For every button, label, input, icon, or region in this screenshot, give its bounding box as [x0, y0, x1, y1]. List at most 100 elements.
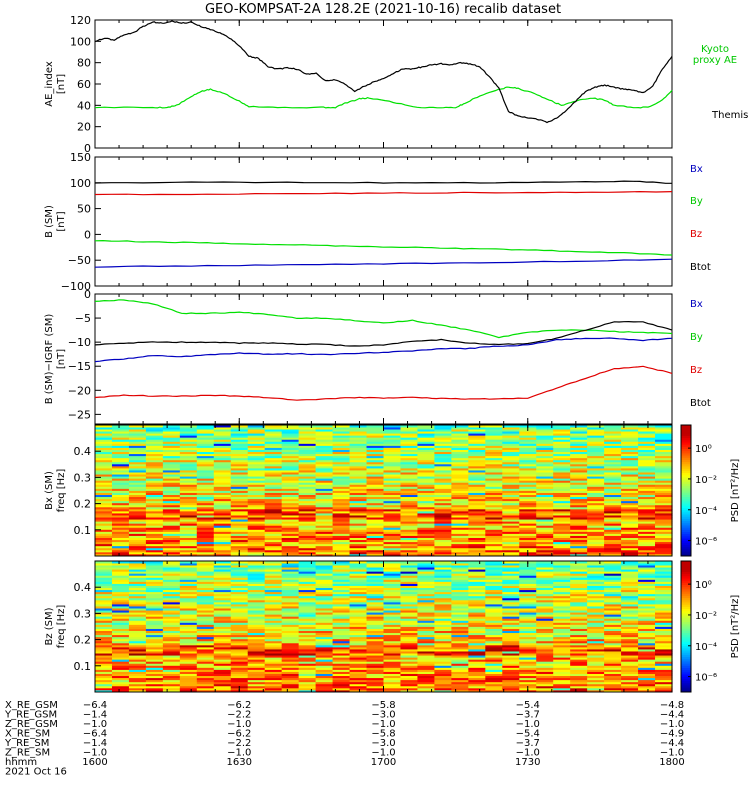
bz_spec-cell — [468, 561, 486, 564]
bz_spec-cell — [196, 679, 215, 683]
bz_spec-cell — [587, 581, 605, 584]
bz_spec-cell — [213, 661, 232, 664]
bz_spec-cell — [298, 581, 317, 584]
bz_spec-cell — [247, 581, 266, 584]
bx_spec-cell — [298, 459, 317, 463]
bx_spec-cell — [366, 504, 385, 508]
bz_spec-cell — [655, 649, 673, 652]
bz_spec-cell — [553, 595, 571, 599]
bres-series-bz — [94, 365, 673, 401]
bx_spec-cell — [366, 447, 385, 450]
bx_spec-cell — [111, 476, 130, 479]
bx_spec-cell — [570, 474, 588, 477]
bz_spec-cell — [128, 585, 147, 589]
bx_spec-cell — [400, 533, 419, 536]
bz_spec-cell — [383, 683, 402, 687]
bx_spec-cell — [485, 549, 503, 553]
bx_spec-cell — [179, 513, 198, 516]
bx_spec-cell — [400, 515, 419, 518]
bz_spec-cell — [400, 583, 419, 586]
bx_spec-cell — [196, 478, 215, 481]
bx_spec-colorbar-step — [681, 536, 691, 540]
bx_spec-cell — [315, 504, 334, 508]
bx_spec-ytick-label: 0.1 — [74, 524, 92, 537]
bz_spec-cell — [383, 577, 402, 580]
bx_spec-cell — [145, 482, 164, 485]
bz_spec-cell — [145, 567, 164, 570]
bx_spec-cell — [332, 517, 351, 520]
bx_spec-cell — [196, 463, 215, 467]
bz_spec-cell — [553, 636, 571, 640]
bz_spec-colorbar-step — [681, 676, 691, 680]
bx_spec-cell — [111, 457, 130, 461]
bz_spec-cell — [519, 567, 537, 570]
bx_spec-cell — [400, 441, 419, 444]
bx_spec-cell — [536, 502, 554, 506]
bz_spec-cell — [434, 673, 452, 677]
bz_spec-cell — [553, 651, 571, 654]
bz_spec-cell — [502, 687, 520, 691]
bz_spec-cell — [417, 683, 436, 687]
bx_spec-cell — [519, 515, 537, 518]
bx_spec-cell — [213, 515, 232, 518]
bz_spec-cell — [570, 620, 588, 623]
bz_spec-cell — [587, 606, 605, 609]
bz_spec-cell — [553, 569, 571, 572]
bz_spec-cell — [655, 671, 673, 674]
bx_spec-cell — [196, 453, 215, 457]
bz_spec-cell — [281, 638, 300, 642]
bres-legend-2: Bz — [690, 365, 702, 376]
bx_spec-cell — [298, 467, 317, 471]
bx_spec-cell — [485, 431, 503, 434]
bz_spec-cell — [213, 675, 232, 679]
bx_spec-cell — [95, 537, 113, 541]
bz_spec-cell — [128, 687, 147, 691]
bx_spec-cell — [417, 445, 436, 448]
bz_spec-cell — [621, 661, 639, 664]
bx_spec-cell — [281, 545, 300, 549]
bx_spec-cell — [638, 549, 656, 553]
bz_spec-cell — [400, 634, 419, 638]
bx_spec-cell — [604, 523, 622, 526]
bx_spec-cell — [587, 527, 605, 530]
bx_spec-cell — [553, 480, 571, 483]
bx_spec-cell — [502, 470, 520, 473]
bz_spec-cell — [162, 665, 181, 668]
bz_spec-cell — [349, 603, 368, 607]
bx_spec-cell — [213, 429, 232, 432]
bx_spec-cell — [434, 535, 452, 538]
bx_spec-cell — [264, 425, 283, 428]
bx_spec-cell — [468, 537, 486, 541]
bx_spec-cell — [230, 519, 249, 522]
bz_spec-cell — [315, 595, 334, 599]
bx_spec-cell — [247, 541, 266, 545]
bx_spec-cell — [196, 427, 215, 430]
bz_spec-cell — [366, 561, 385, 564]
bx_spec-cell — [485, 490, 503, 493]
bx_spec-cell — [485, 435, 503, 438]
bz_spec-cell — [179, 567, 198, 570]
bx_spec-cell — [298, 465, 317, 469]
bz_spec-cell — [162, 577, 181, 580]
bx_spec-colorbar-step — [681, 523, 691, 526]
bz_spec-colorbar-step — [681, 630, 691, 634]
bx_spec-cell — [519, 525, 537, 528]
bx_spec-cell — [162, 494, 181, 498]
bz_spec-cell — [400, 626, 419, 629]
bz_spec-cell — [247, 687, 266, 691]
bx_spec-cell — [230, 449, 249, 453]
bz_spec-cell — [145, 653, 164, 656]
bz_spec-colorbar-step — [681, 685, 691, 689]
bx_spec-cell — [553, 543, 571, 547]
bx_spec-cell — [468, 447, 486, 450]
bx_spec-cell — [536, 517, 554, 520]
bx_spec-cell — [111, 513, 130, 516]
bz_spec-cell — [196, 610, 215, 613]
bz_spec-cell — [332, 667, 351, 670]
bx_spec-cell — [519, 517, 537, 520]
bx_spec-cell — [162, 445, 181, 448]
bx_spec-cell — [536, 513, 554, 516]
bz_spec-cell — [111, 630, 130, 634]
bx_spec-cell — [485, 515, 503, 518]
